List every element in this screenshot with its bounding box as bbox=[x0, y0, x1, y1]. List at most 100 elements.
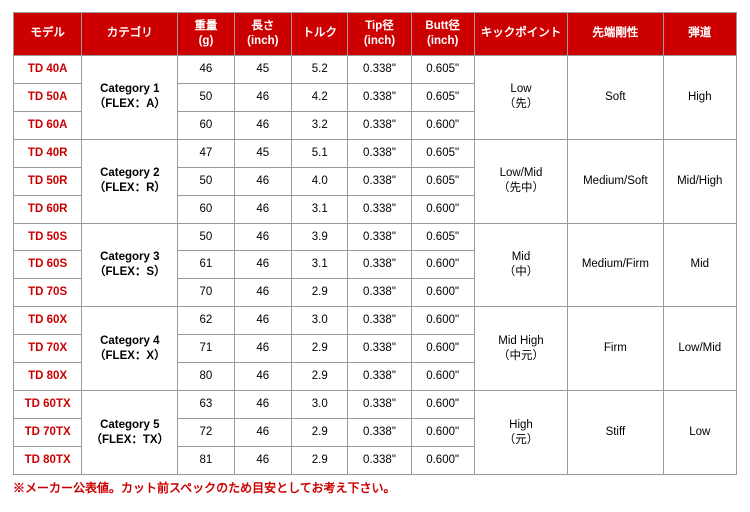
torque-cell: 5.1 bbox=[292, 139, 348, 167]
length-cell: 46 bbox=[234, 391, 292, 419]
tip-cell: 0.338" bbox=[348, 419, 411, 447]
weight-cell: 61 bbox=[178, 251, 234, 279]
tip-cell: 0.338" bbox=[348, 363, 411, 391]
kick-cell: Low/Mid（先中） bbox=[474, 139, 567, 223]
torque-cell: 2.9 bbox=[292, 363, 348, 391]
butt-cell: 0.600" bbox=[411, 447, 474, 475]
category-cell: Category 4（FLEX：X） bbox=[82, 307, 178, 391]
length-cell: 45 bbox=[234, 139, 292, 167]
kick-cell: Mid（中） bbox=[474, 223, 567, 307]
table-row: TD 60TXCategory 5（FLEX：TX）63463.00.338"0… bbox=[14, 391, 737, 419]
model-cell: TD 60A bbox=[14, 111, 82, 139]
col-header: キックポイント bbox=[474, 13, 567, 56]
table-row: TD 40ACategory 1（FLEX：A）46455.20.338"0.6… bbox=[14, 55, 737, 83]
col-header: 弾道 bbox=[663, 13, 736, 56]
butt-cell: 0.605" bbox=[411, 167, 474, 195]
butt-cell: 0.605" bbox=[411, 83, 474, 111]
traj-cell: Low bbox=[663, 391, 736, 475]
col-header: Tip径(inch) bbox=[348, 13, 411, 56]
traj-cell: Mid bbox=[663, 223, 736, 307]
butt-cell: 0.600" bbox=[411, 335, 474, 363]
torque-cell: 4.0 bbox=[292, 167, 348, 195]
torque-cell: 4.2 bbox=[292, 83, 348, 111]
model-cell: TD 80TX bbox=[14, 447, 82, 475]
torque-cell: 3.0 bbox=[292, 391, 348, 419]
length-cell: 46 bbox=[234, 419, 292, 447]
weight-cell: 72 bbox=[178, 419, 234, 447]
model-cell: TD 50R bbox=[14, 167, 82, 195]
model-cell: TD 60X bbox=[14, 307, 82, 335]
length-cell: 46 bbox=[234, 363, 292, 391]
model-cell: TD 60TX bbox=[14, 391, 82, 419]
model-cell: TD 80X bbox=[14, 363, 82, 391]
col-header: モデル bbox=[14, 13, 82, 56]
torque-cell: 2.9 bbox=[292, 419, 348, 447]
col-header: トルク bbox=[292, 13, 348, 56]
col-header: 先端剛性 bbox=[568, 13, 663, 56]
butt-cell: 0.605" bbox=[411, 139, 474, 167]
length-cell: 45 bbox=[234, 55, 292, 83]
model-cell: TD 70S bbox=[14, 279, 82, 307]
length-cell: 46 bbox=[234, 167, 292, 195]
torque-cell: 3.0 bbox=[292, 307, 348, 335]
model-cell: TD 60S bbox=[14, 251, 82, 279]
torque-cell: 3.1 bbox=[292, 195, 348, 223]
torque-cell: 3.1 bbox=[292, 251, 348, 279]
table-row: TD 50SCategory 3（FLEX：S）50463.90.338"0.6… bbox=[14, 223, 737, 251]
weight-cell: 71 bbox=[178, 335, 234, 363]
traj-cell: Low/Mid bbox=[663, 307, 736, 391]
traj-cell: High bbox=[663, 55, 736, 139]
category-cell: Category 1（FLEX：A） bbox=[82, 55, 178, 139]
torque-cell: 3.9 bbox=[292, 223, 348, 251]
weight-cell: 81 bbox=[178, 447, 234, 475]
length-cell: 46 bbox=[234, 195, 292, 223]
category-cell: Category 3（FLEX：S） bbox=[82, 223, 178, 307]
model-cell: TD 70TX bbox=[14, 419, 82, 447]
butt-cell: 0.600" bbox=[411, 195, 474, 223]
length-cell: 46 bbox=[234, 111, 292, 139]
weight-cell: 70 bbox=[178, 279, 234, 307]
tip-cell: 0.338" bbox=[348, 167, 411, 195]
tip-cell: 0.338" bbox=[348, 83, 411, 111]
length-cell: 46 bbox=[234, 279, 292, 307]
table-row: TD 60XCategory 4（FLEX：X）62463.00.338"0.6… bbox=[14, 307, 737, 335]
weight-cell: 63 bbox=[178, 391, 234, 419]
traj-cell: Mid/High bbox=[663, 139, 736, 223]
weight-cell: 50 bbox=[178, 83, 234, 111]
length-cell: 46 bbox=[234, 83, 292, 111]
spec-table: モデルカテゴリ重量(g)長さ(inch)トルクTip径(inch)Butt径(i… bbox=[13, 12, 737, 475]
butt-cell: 0.600" bbox=[411, 111, 474, 139]
butt-cell: 0.600" bbox=[411, 279, 474, 307]
kick-cell: Mid High（中元） bbox=[474, 307, 567, 391]
tip-cell: 0.338" bbox=[348, 307, 411, 335]
weight-cell: 62 bbox=[178, 307, 234, 335]
model-cell: TD 40A bbox=[14, 55, 82, 83]
length-cell: 46 bbox=[234, 251, 292, 279]
length-cell: 46 bbox=[234, 223, 292, 251]
length-cell: 46 bbox=[234, 335, 292, 363]
footnote: ※メーカー公表値。カット前スペックのため目安としてお考え下さい。 bbox=[13, 479, 737, 496]
torque-cell: 5.2 bbox=[292, 55, 348, 83]
torque-cell: 2.9 bbox=[292, 335, 348, 363]
tip-cell: 0.338" bbox=[348, 55, 411, 83]
butt-cell: 0.600" bbox=[411, 419, 474, 447]
table-row: TD 40RCategory 2（FLEX：R）47455.10.338"0.6… bbox=[14, 139, 737, 167]
model-cell: TD 60R bbox=[14, 195, 82, 223]
category-cell: Category 5（FLEX：TX） bbox=[82, 391, 178, 475]
butt-cell: 0.600" bbox=[411, 307, 474, 335]
stiff-cell: Firm bbox=[568, 307, 663, 391]
tip-cell: 0.338" bbox=[348, 223, 411, 251]
butt-cell: 0.605" bbox=[411, 223, 474, 251]
col-header: 長さ(inch) bbox=[234, 13, 292, 56]
weight-cell: 80 bbox=[178, 363, 234, 391]
tip-cell: 0.338" bbox=[348, 279, 411, 307]
col-header: カテゴリ bbox=[82, 13, 178, 56]
weight-cell: 50 bbox=[178, 223, 234, 251]
torque-cell: 2.9 bbox=[292, 447, 348, 475]
butt-cell: 0.600" bbox=[411, 391, 474, 419]
length-cell: 46 bbox=[234, 447, 292, 475]
butt-cell: 0.600" bbox=[411, 251, 474, 279]
weight-cell: 46 bbox=[178, 55, 234, 83]
tip-cell: 0.338" bbox=[348, 139, 411, 167]
weight-cell: 60 bbox=[178, 195, 234, 223]
